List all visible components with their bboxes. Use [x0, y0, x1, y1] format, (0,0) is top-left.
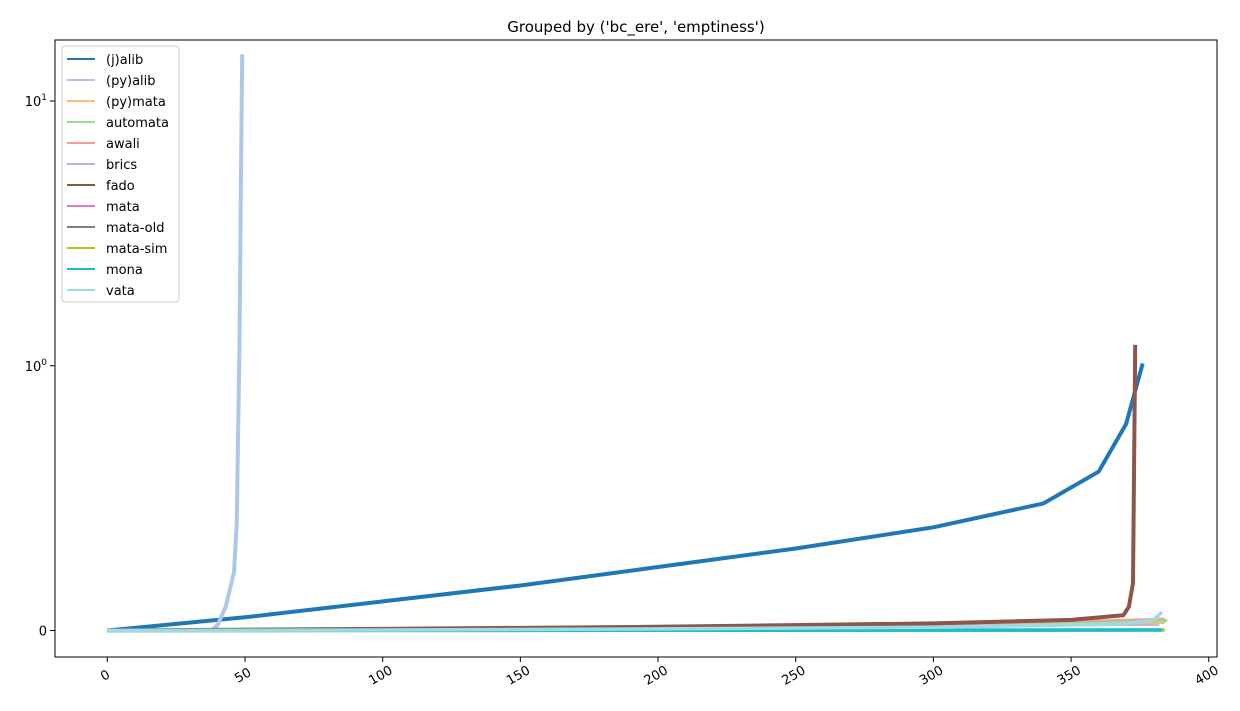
legend-label: vata: [106, 284, 135, 299]
legend: (j)alib (py)alib (py)mata automata awali bric…: [61, 45, 180, 303]
series-line-12: [107, 610, 1164, 633]
legend-label: mata: [106, 200, 140, 215]
y-tick-label: 100: [25, 358, 48, 375]
legend-label: automata: [106, 116, 169, 131]
legend-label: mona: [106, 263, 143, 278]
series-line-1: [107, 362, 1145, 633]
y-tick-label: 101: [25, 93, 47, 110]
legend-label: (j)alib: [106, 53, 143, 68]
series-layer: [107, 54, 1168, 633]
legend-box: [61, 45, 180, 303]
legend-label: (py)alib: [106, 74, 156, 89]
legend-label: mata-sim: [106, 242, 167, 257]
legend-label: brics: [106, 158, 137, 173]
plot-frame: [54, 39, 1218, 658]
legend-label: mata-old: [106, 221, 164, 236]
chart-title: Grouped by ('bc_ere', 'emptiness'): [507, 18, 764, 37]
legend-label: awali: [106, 137, 140, 152]
legend-label: (py)mata: [106, 95, 166, 110]
y-axis: 0 100 101: [25, 93, 55, 640]
legend-label: fado: [106, 179, 135, 194]
x-tick-label: 50: [232, 665, 254, 686]
y-tick-label: 0: [39, 625, 47, 640]
